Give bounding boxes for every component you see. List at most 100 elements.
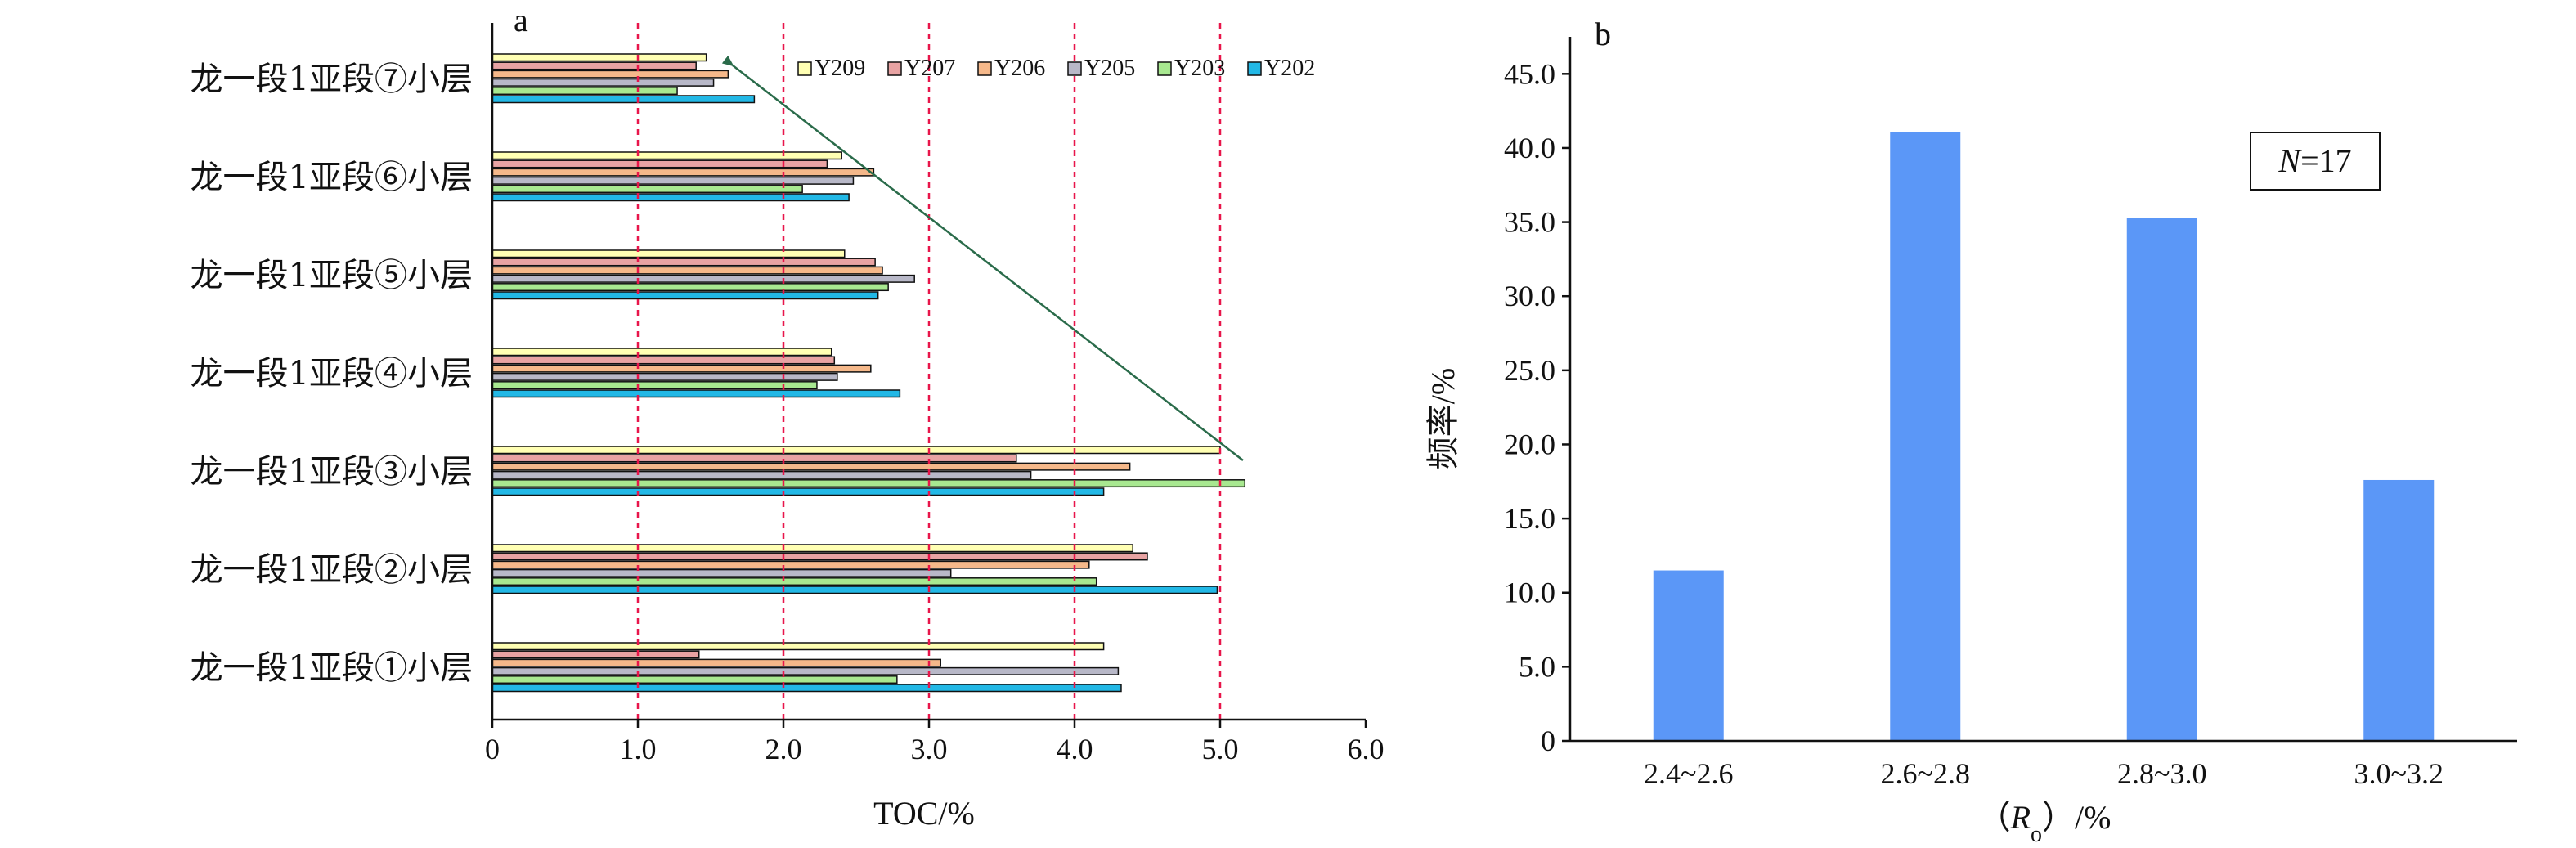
chart-a-legend: Y209 Y207 Y206 Y205 Y203 Y202 xyxy=(797,56,1315,81)
bar-Y205-layer-1 xyxy=(491,666,1120,675)
x-tick-label: 3.0~3.2 xyxy=(2354,757,2444,790)
bar-Y203-layer-7 xyxy=(491,87,678,96)
bar-Y209-layer-6 xyxy=(491,151,842,160)
bar-Y209-layer-4 xyxy=(491,348,832,357)
y-tick-label: 40.0 xyxy=(1504,132,1555,164)
sample-count-label: N=17 xyxy=(2278,142,2351,179)
legend-swatch-Y207 xyxy=(887,61,902,76)
bar-Y207-layer-5 xyxy=(491,258,876,267)
bar-Y203-layer-2 xyxy=(491,577,1097,586)
x-tick-label: 2.8~3.0 xyxy=(2117,757,2206,790)
panel-a-label: a xyxy=(514,2,528,38)
legend-swatch-Y206 xyxy=(977,61,992,76)
bar-Y203-layer-6 xyxy=(491,185,803,194)
chart-b-y-ticks: 0 5.0 10.0 15.0 20.0 25.0 30.0 35.0 40.0 45.0 xyxy=(1504,57,1570,757)
bar-Y203-layer-1 xyxy=(491,675,898,684)
bar-3.0~3.2 xyxy=(2363,479,2435,741)
y-tick-label: 20.0 xyxy=(1504,428,1555,460)
bar-Y205-layer-4 xyxy=(491,372,838,381)
bar-Y207-layer-6 xyxy=(491,159,828,168)
legend-swatch-Y209 xyxy=(797,61,812,76)
bar-Y202-layer-4 xyxy=(491,389,901,398)
y-tick-label: 30.0 xyxy=(1504,280,1555,312)
chart-b: b 0 5.0 10.0 15.0 20.0 25.0 30.0 35.0 40.0 45.0 2… xyxy=(1425,16,2517,847)
chart-a-bars xyxy=(491,53,1246,693)
bar-Y206-layer-6 xyxy=(491,168,875,177)
chart-a-x-axis-label: TOC/% xyxy=(873,795,975,832)
bar-Y209-layer-5 xyxy=(491,249,846,258)
y-tick-label: 5.0 xyxy=(1519,650,1555,683)
bar-Y203-layer-4 xyxy=(491,381,818,390)
y-tick-label: 10.0 xyxy=(1504,577,1555,609)
bar-Y206-layer-7 xyxy=(491,70,729,79)
bar-2.4~2.6 xyxy=(1653,570,1724,741)
category-label: 龙一段1亚段⑦小层 xyxy=(191,61,473,98)
x-tick-label: 5.0 xyxy=(1202,733,1239,765)
category-label: 龙一段1亚段①小层 xyxy=(191,649,473,687)
panel-b-label: b xyxy=(1595,16,1611,52)
bar-Y209-layer-3 xyxy=(491,446,1221,455)
chart-b-axes xyxy=(1568,37,2517,743)
bar-Y206-layer-4 xyxy=(491,364,872,373)
bar-Y205-layer-2 xyxy=(491,568,952,577)
bar-Y203-layer-3 xyxy=(491,479,1246,488)
bar-Y206-layer-1 xyxy=(491,658,941,667)
bar-Y205-layer-3 xyxy=(491,470,1032,479)
bar-Y202-layer-2 xyxy=(491,586,1218,594)
x-tick-label: 6.0 xyxy=(1348,733,1384,765)
bar-Y206-layer-2 xyxy=(491,560,1090,569)
x-tick-label: 3.0 xyxy=(911,733,948,765)
chart-a: a 0 1.0 2.0 3.0 4.0 5.0 6.0 龙一段1亚段⑦小层龙一段1亚段⑥小层… xyxy=(191,2,1384,832)
legend-label-Y209: Y209 xyxy=(815,56,865,81)
y-tick-label: 45.0 xyxy=(1504,57,1555,90)
bar-Y202-layer-5 xyxy=(491,291,879,300)
bar-Y202-layer-6 xyxy=(491,193,850,202)
bar-Y207-layer-1 xyxy=(491,650,700,659)
legend-label-Y207: Y207 xyxy=(904,56,955,81)
bar-Y205-layer-7 xyxy=(491,78,715,87)
category-label: 龙一段1亚段③小层 xyxy=(191,453,473,491)
legend-label-Y206: Y206 xyxy=(994,56,1045,81)
legend-label-Y205: Y205 xyxy=(1084,56,1135,81)
bar-Y206-layer-5 xyxy=(491,266,883,275)
bar-Y206-layer-3 xyxy=(491,462,1131,471)
bar-2.8~3.0 xyxy=(2126,218,2197,741)
chart-b-x-ticks: 2.4~2.6 2.6~2.8 2.8~3.0 3.0~3.2 xyxy=(1644,757,2444,790)
bar-Y209-layer-1 xyxy=(491,642,1105,651)
bar-Y202-layer-7 xyxy=(491,95,756,104)
x-tick-label: 0 xyxy=(485,733,500,765)
chart-b-x-axis-label: （Ro）/% xyxy=(1978,799,2112,847)
bar-Y207-layer-2 xyxy=(491,552,1148,561)
bar-Y205-layer-5 xyxy=(491,274,915,283)
y-tick-label: 25.0 xyxy=(1504,354,1555,387)
bar-Y207-layer-3 xyxy=(491,454,1017,463)
category-label: 龙一段1亚段⑥小层 xyxy=(191,159,473,196)
y-tick-label: 35.0 xyxy=(1504,206,1555,239)
chart-b-bars xyxy=(1653,132,2435,741)
chart-a-x-ticks: 0 1.0 2.0 3.0 4.0 5.0 6.0 xyxy=(485,720,1384,765)
legend-label-Y203: Y203 xyxy=(1174,56,1225,81)
chart-a-category-labels: 龙一段1亚段⑦小层龙一段1亚段⑥小层龙一段1亚段⑤小层龙一段1亚段④小层龙一段1… xyxy=(191,61,473,687)
chart-b-y-axis-label: 频率/% xyxy=(1425,368,1461,469)
bar-Y202-layer-1 xyxy=(491,684,1122,693)
x-tick-label: 2.0 xyxy=(765,733,802,765)
category-label: 龙一段1亚段②小层 xyxy=(191,551,473,589)
legend-swatch-Y203 xyxy=(1157,61,1172,76)
x-tick-label: 2.6~2.8 xyxy=(1881,757,1970,790)
legend-swatch-Y202 xyxy=(1247,61,1262,76)
bar-Y209-layer-2 xyxy=(491,544,1133,553)
category-label: 龙一段1亚段④小层 xyxy=(191,355,473,393)
x-tick-label: 1.0 xyxy=(620,733,657,765)
bar-2.6~2.8 xyxy=(1890,132,1961,741)
bar-Y205-layer-6 xyxy=(491,176,855,185)
bar-Y202-layer-3 xyxy=(491,487,1105,496)
y-tick-label: 0 xyxy=(1541,725,1555,757)
legend-label-Y202: Y202 xyxy=(1264,56,1315,81)
x-tick-label: 2.4~2.6 xyxy=(1644,757,1733,790)
category-label: 龙一段1亚段⑤小层 xyxy=(191,257,473,294)
sample-count-box xyxy=(2250,132,2381,191)
legend-swatch-Y205 xyxy=(1067,61,1082,76)
bar-Y203-layer-5 xyxy=(491,283,889,292)
trend-arrow xyxy=(721,55,1244,461)
